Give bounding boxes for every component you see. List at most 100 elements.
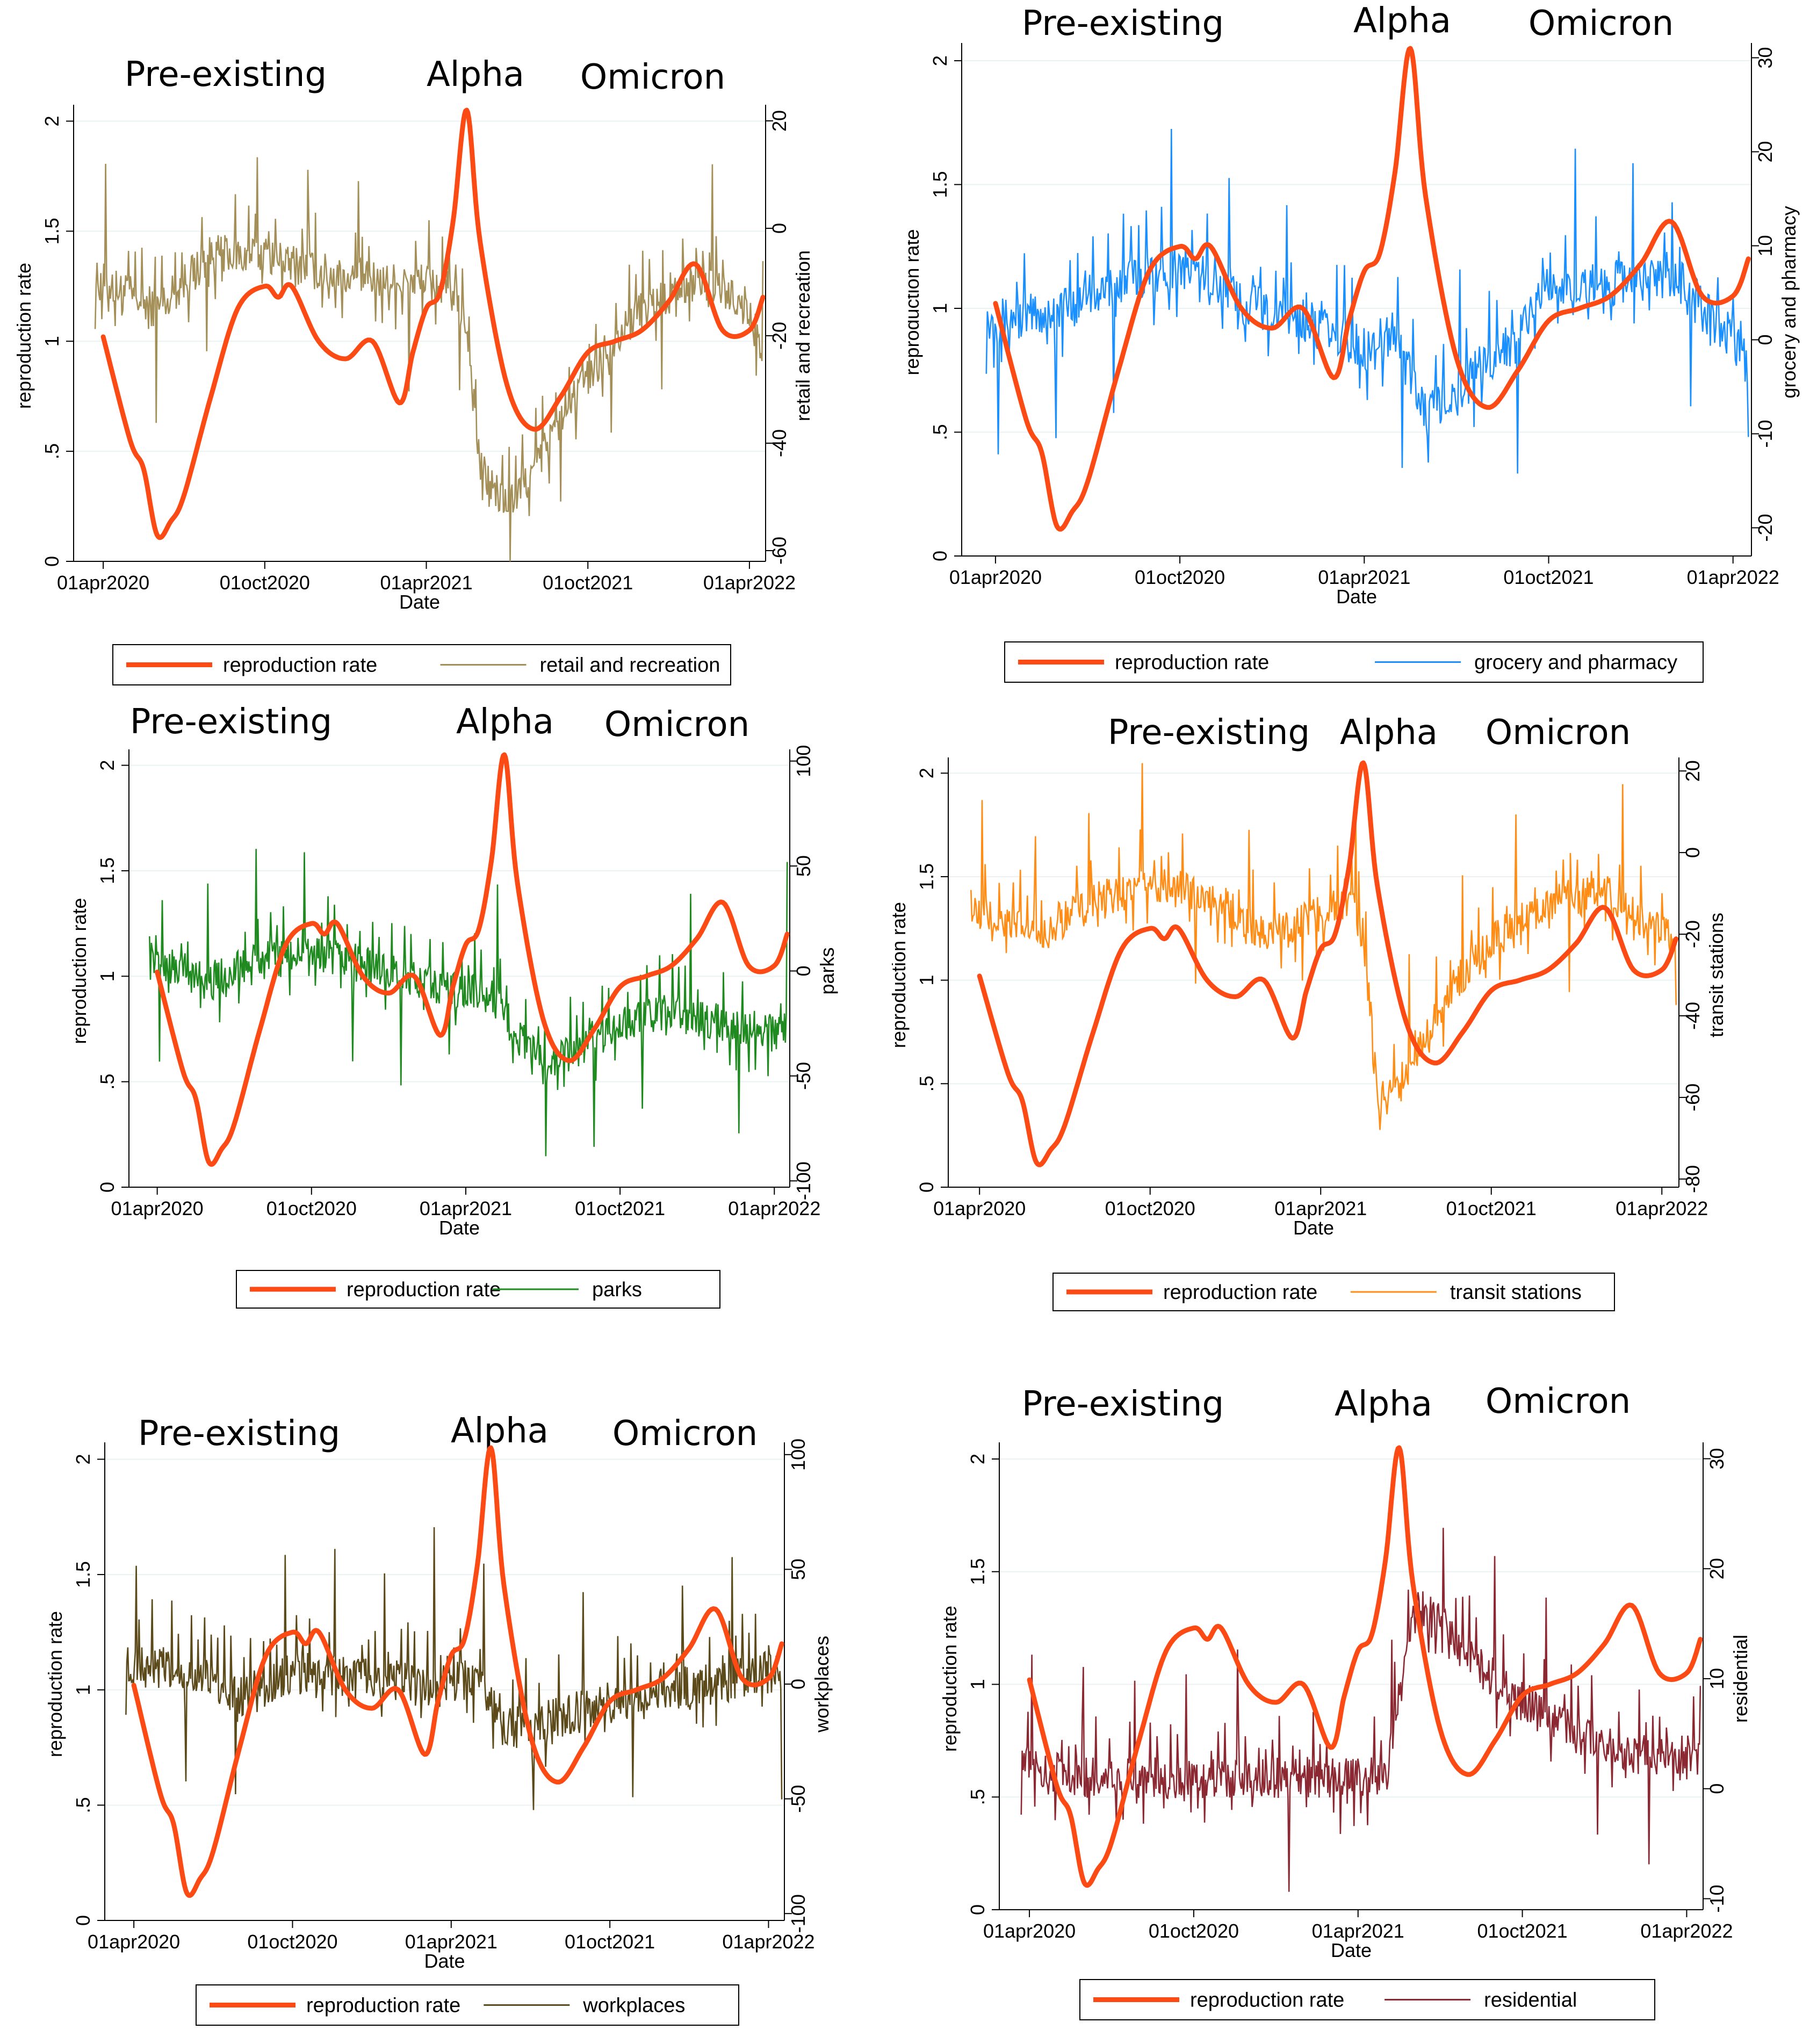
y-left-tick-label: 1.5 — [915, 863, 938, 890]
variant-label: Omicron — [612, 1414, 758, 1454]
series-line-reproduction-rate — [1027, 1445, 1703, 1888]
variant-label: Omicron — [580, 57, 725, 97]
y-left-tick-label: 2 — [915, 768, 938, 778]
variant-label: Alpha — [1335, 1384, 1432, 1424]
legend-label-mobility: workplaces — [582, 1995, 685, 2017]
x-tick-label: 01apr2022 — [728, 1197, 820, 1219]
y-left-tick-label: 2 — [72, 1454, 94, 1464]
y-left-tick-label: 1 — [929, 303, 951, 314]
y-right-tick-label: -60 — [1682, 1084, 1704, 1111]
x-tick-label: 01apr2022 — [1616, 1197, 1708, 1219]
y-left-tick-label: 1.5 — [72, 1561, 94, 1588]
x-tick-label: 01apr2021 — [420, 1197, 512, 1219]
x-tick-label: 01apr2020 — [949, 566, 1042, 588]
y-left-tick-label: 1 — [96, 971, 118, 981]
y-left-tick-label: 2 — [929, 55, 951, 66]
y-left-tick-label: 0 — [41, 556, 63, 567]
y-left-tick-label: .5 — [96, 1074, 118, 1090]
legend-label-reproduction-rate: reproduction rate — [1190, 1989, 1344, 2012]
y-right-tick-label: 20 — [1754, 141, 1776, 162]
series-line-workplaces — [125, 1527, 783, 1810]
y-right-tick-label: -50 — [787, 1785, 809, 1813]
y-left-tick-label: 1.5 — [929, 171, 951, 198]
y-right-axis-title: grocery and pharmacy — [1778, 206, 1800, 398]
variant-label: Alpha — [451, 1411, 549, 1451]
series-line-transit-stations — [970, 763, 1677, 1130]
y-left-tick-label: 0 — [96, 1182, 118, 1193]
series-line-reproduction-rate — [155, 752, 790, 1167]
y-left-tick-label: 1 — [41, 336, 63, 346]
y-right-tick-label: -80 — [1682, 1165, 1704, 1193]
panel-residential: 0 .5 1 1.5 2 -10 0 10 20 30 01apr2020 01oct2020 01ap… — [939, 1382, 1817, 2041]
variant-label: Omicron — [1528, 4, 1674, 44]
y-left-tick-label: 1 — [915, 975, 938, 986]
x-axis-title: Date — [399, 591, 440, 613]
variant-label: Alpha — [427, 55, 524, 95]
series-line-reproduction-rate — [977, 760, 1679, 1167]
variant-label: Pre-existing — [1108, 713, 1310, 753]
variant-label: Alpha — [456, 704, 554, 742]
legend-label-mobility: grocery and pharmacy — [1474, 652, 1677, 674]
chart-svg: 0 .5 1 1.5 2 -60 -40 -20 0 20 01apr2020 01oct2020 01… — [13, 55, 814, 685]
x-tick-label: 01apr2021 — [405, 1931, 497, 1953]
series-line-reproduction-rate — [100, 107, 766, 540]
y-left-tick-label: 1.5 — [967, 1558, 989, 1585]
y-left-axis-title: reproduction rate — [44, 1611, 66, 1757]
x-tick-label: 01apr2020 — [933, 1197, 1026, 1219]
y-left-tick-label: 2 — [967, 1454, 989, 1464]
x-tick-label: 01oct2020 — [266, 1197, 357, 1219]
legend-label-reproduction-rate: reproduction rate — [1115, 652, 1269, 674]
x-tick-label: 01oct2021 — [565, 1931, 655, 1953]
y-right-tick-label: -10 — [1754, 420, 1776, 447]
x-tick-label: 01apr2022 — [1687, 566, 1779, 588]
y-right-tick-label: -10 — [1706, 1885, 1728, 1913]
legend-box — [112, 644, 731, 685]
x-tick-label: 01oct2020 — [1105, 1197, 1195, 1219]
legend-label-reproduction-rate: reproduction rate — [223, 654, 377, 677]
y-left-axis-title: reproduction rate — [908, 229, 923, 375]
y-right-axis-title: workplaces — [811, 1636, 833, 1733]
variant-label: Pre-existing — [138, 1414, 340, 1454]
y-left-tick-label: .5 — [929, 424, 951, 440]
variant-label: Omicron — [604, 705, 749, 745]
y-left-tick-label: 0 — [915, 1182, 938, 1193]
y-right-axis-title: parks — [816, 947, 838, 994]
y-left-tick-label: 1.5 — [41, 218, 63, 244]
x-tick-label: 01apr2020 — [111, 1197, 204, 1219]
x-axis-title: Date — [1336, 586, 1377, 608]
x-tick-label: 01oct2021 — [1503, 566, 1594, 588]
y-right-tick-label: 0 — [1706, 1783, 1728, 1794]
y-left-tick-label: .5 — [72, 1797, 94, 1813]
y-right-tick-label: 0 — [1682, 847, 1704, 858]
y-left-tick-label: .5 — [967, 1789, 989, 1805]
y-right-tick-label: 100 — [792, 745, 814, 777]
y-right-tick-label: -40 — [768, 429, 790, 457]
variant-label: Pre-existing — [1022, 4, 1224, 44]
y-left-tick-label: 0 — [929, 551, 951, 561]
x-tick-label: 01oct2021 — [543, 572, 633, 594]
panel-grocery-and-pharmacy: 0 .5 1 1.5 2 -20 -10 0 10 20 30 01apr2020 01oct2020 0… — [901, 0, 1817, 693]
panel-retail-and-recreation: 0 .5 1 1.5 2 -60 -40 -20 0 20 01apr2020 01oct2020 01… — [0, 0, 892, 693]
y-left-axis-title: reproduction rate — [892, 902, 910, 1048]
y-right-tick-label: 0 — [1754, 334, 1776, 345]
x-tick-label: 01apr2022 — [722, 1931, 814, 1953]
legend-label-mobility: retail and recreation — [540, 654, 720, 677]
x-tick-label: 01apr2022 — [703, 572, 796, 594]
y-right-tick-label: 20 — [1706, 1558, 1728, 1579]
x-tick-label: 01apr2021 — [1312, 1920, 1404, 1942]
legend-label-mobility: residential — [1484, 1989, 1577, 2012]
series-line-parks — [149, 849, 788, 1157]
legend-box — [1052, 1273, 1615, 1311]
y-right-axis-title: residential — [1729, 1635, 1751, 1723]
y-right-tick-label: 20 — [768, 110, 790, 132]
x-tick-label: 01oct2021 — [575, 1197, 665, 1219]
chart-svg: 0 .5 1 1.5 2 -100 -50 0 50 100 01apr2020 01oct2020 0… — [68, 702, 838, 1309]
series-line-residential — [1020, 1528, 1701, 1892]
y-left-axis-title: reproduction rate — [13, 263, 35, 409]
panel-transit-stations: 0 .5 1 1.5 2 -80 -60 -40 -20 0 20 01apr2020 01oct202… — [888, 704, 1817, 1338]
x-axis-title: Date — [1293, 1217, 1334, 1239]
legend-label-mobility: transit stations — [1450, 1281, 1582, 1304]
variant-label: Pre-existing — [1022, 1384, 1224, 1424]
legend-label-mobility: parks — [592, 1279, 642, 1301]
